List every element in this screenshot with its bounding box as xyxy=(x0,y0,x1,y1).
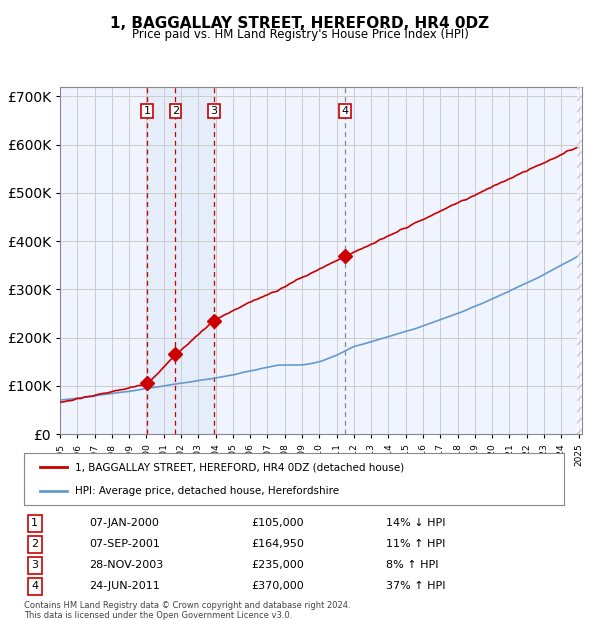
Bar xyxy=(577,87,582,434)
Text: 4: 4 xyxy=(31,581,38,591)
Text: 4: 4 xyxy=(341,106,349,116)
Text: Contains HM Land Registry data © Crown copyright and database right 2024.: Contains HM Land Registry data © Crown c… xyxy=(24,601,350,611)
Text: 28-NOV-2003: 28-NOV-2003 xyxy=(89,560,163,570)
Text: 14% ↓ HPI: 14% ↓ HPI xyxy=(386,518,445,528)
Text: £164,950: £164,950 xyxy=(251,539,304,549)
Text: 37% ↑ HPI: 37% ↑ HPI xyxy=(386,581,445,591)
Text: 1, BAGGALLAY STREET, HEREFORD, HR4 0DZ: 1, BAGGALLAY STREET, HEREFORD, HR4 0DZ xyxy=(110,16,490,30)
Text: 07-SEP-2001: 07-SEP-2001 xyxy=(89,539,160,549)
Text: 1: 1 xyxy=(143,106,151,116)
Bar xyxy=(577,87,582,434)
Text: 24-JUN-2011: 24-JUN-2011 xyxy=(89,581,160,591)
Text: 07-JAN-2000: 07-JAN-2000 xyxy=(89,518,158,528)
Text: This data is licensed under the Open Government Licence v3.0.: This data is licensed under the Open Gov… xyxy=(24,611,292,620)
Text: HPI: Average price, detached house, Herefordshire: HPI: Average price, detached house, Here… xyxy=(76,485,340,495)
Text: 2: 2 xyxy=(172,106,179,116)
Text: Price paid vs. HM Land Registry's House Price Index (HPI): Price paid vs. HM Land Registry's House … xyxy=(131,28,469,41)
Text: 1, BAGGALLAY STREET, HEREFORD, HR4 0DZ (detached house): 1, BAGGALLAY STREET, HEREFORD, HR4 0DZ (… xyxy=(76,463,404,472)
Text: 3: 3 xyxy=(211,106,218,116)
Text: 3: 3 xyxy=(31,560,38,570)
Text: 1: 1 xyxy=(31,518,38,528)
Text: £370,000: £370,000 xyxy=(251,581,304,591)
Text: £235,000: £235,000 xyxy=(251,560,304,570)
Bar xyxy=(147,87,214,434)
Text: 2: 2 xyxy=(31,539,38,549)
Text: 8% ↑ HPI: 8% ↑ HPI xyxy=(386,560,438,570)
Text: 11% ↑ HPI: 11% ↑ HPI xyxy=(386,539,445,549)
Text: £105,000: £105,000 xyxy=(251,518,304,528)
